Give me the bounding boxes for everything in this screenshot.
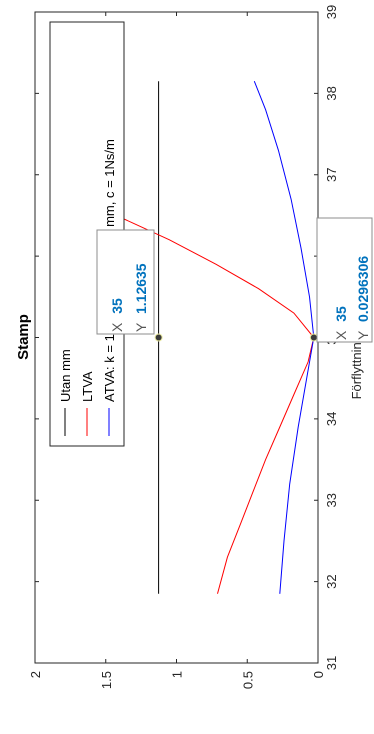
svg-text:X 35: X 35 [109, 298, 125, 332]
x-tick-label: 34 [324, 412, 339, 426]
datatip-x-value: 35 [109, 298, 125, 314]
y-tick-label: 1.5 [99, 671, 114, 689]
datatip-y-key: Y [133, 322, 149, 332]
legend[interactable]: Utan mmLTVAATVA: k = 1000 N/m, a = 3.25 … [49, 21, 125, 447]
svg-text:X 35: X 35 [333, 306, 349, 340]
y-tick-label: 1 [170, 671, 185, 678]
datatip-utan[interactable]: X 35 Y 1.12635 [96, 229, 155, 335]
datatip-box [316, 217, 373, 343]
datatip-marker-0[interactable] [154, 333, 163, 342]
chart-title: Stamp [15, 314, 32, 360]
legend-label-0: Utan mm [58, 349, 73, 402]
series-line-2[interactable] [253, 81, 315, 594]
svg-text:Y 1.12635: Y 1.12635 [133, 263, 149, 332]
datatip-markers [154, 333, 318, 342]
datatip-x-key: X [333, 330, 349, 340]
x-tick-label: 39 [324, 5, 339, 19]
datatip-y-value: 0.0296306 [355, 256, 371, 322]
y-tick-label: 0 [311, 671, 326, 678]
svg-text:Y 0.0296306: Y 0.0296306 [355, 256, 371, 340]
x-tick-label: 31 [324, 656, 339, 670]
x-tick-label: 33 [324, 493, 339, 507]
y-tick-label: 2 [28, 671, 43, 678]
x-tick-label: 32 [324, 574, 339, 588]
datatip-x-key: X [109, 322, 125, 332]
datatip-atva[interactable]: X 35 Y 0.0296306 [316, 217, 373, 343]
datatip-x-value: 35 [333, 306, 349, 322]
datatip-marker-1[interactable] [309, 333, 318, 342]
datatip-y-key: Y [355, 330, 371, 340]
x-tick-label: 37 [324, 168, 339, 182]
y-tick-label: 0.5 [240, 671, 255, 689]
x-tick-label: 38 [324, 86, 339, 100]
legend-label-1: LTVA [80, 371, 95, 402]
datatip-y-value: 1.12635 [133, 263, 149, 314]
datatip-box [96, 229, 155, 335]
